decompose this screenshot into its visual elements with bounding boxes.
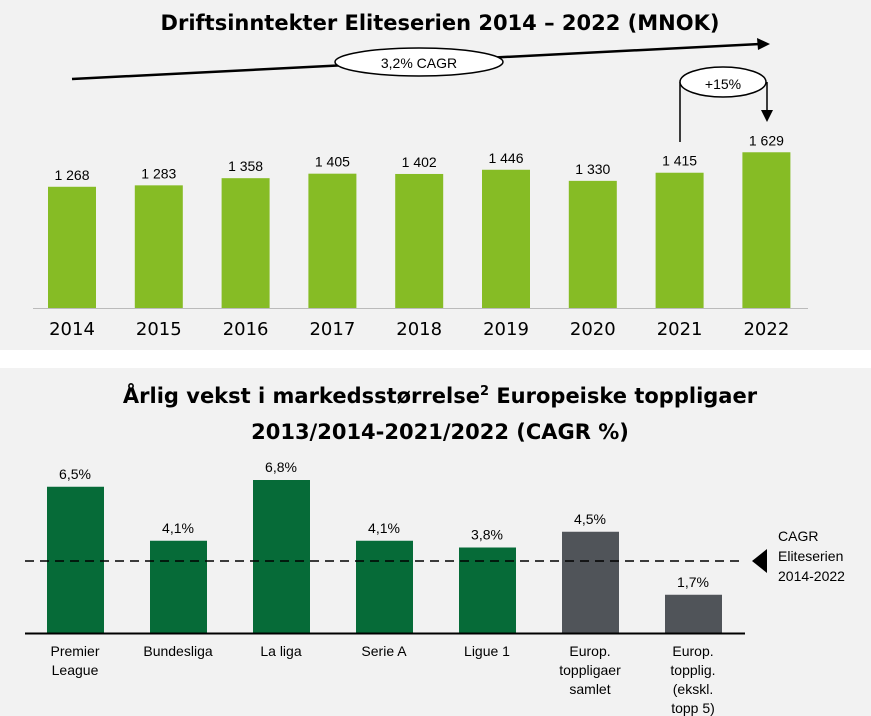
x-tick-europ-topplig-ekskl-topp-5-: Europ. topplig. (ekskl. topp 5) <box>670 643 715 716</box>
reference-label: CAGR Eliteserien 2014-2022 <box>778 528 845 584</box>
value-label-2017: 1 405 <box>315 154 350 170</box>
bar-2016 <box>221 178 270 308</box>
value-label-la-liga: 6,8% <box>265 459 297 475</box>
bar-2021 <box>655 172 704 308</box>
x-tick-2016: 2016 <box>223 319 269 340</box>
x-tick-2015: 2015 <box>136 319 182 340</box>
bar-bundesliga <box>150 540 207 633</box>
value-label-2016: 1 358 <box>228 158 263 174</box>
revenue-chart-panel: Driftsinntekter Eliteserien 2014 – 2022 … <box>0 0 871 350</box>
x-tick-2021: 2021 <box>657 319 703 340</box>
chart-title-line1: Årlig vekst i markedsstørrelse2 Europeis… <box>123 383 758 408</box>
value-label-europ-topplig-ekskl-topp-5-: 1,7% <box>677 574 709 590</box>
value-label-serie-a: 4,1% <box>368 520 400 536</box>
x-tick-2017: 2017 <box>309 319 355 340</box>
bar-2020 <box>568 180 617 308</box>
bar-2015 <box>134 185 183 308</box>
value-label-2014: 1 268 <box>54 167 89 183</box>
value-label-2015: 1 283 <box>141 165 176 181</box>
bar-2018 <box>395 173 444 308</box>
value-label-2018: 1 402 <box>402 154 437 170</box>
value-label-2021: 1 415 <box>662 153 697 169</box>
x-tick-2018: 2018 <box>396 319 442 340</box>
cagr-chart-panel: Årlig vekst i markedsstørrelse2 Europeis… <box>0 368 871 716</box>
growth-annotation: +15% <box>679 66 773 142</box>
x-tick-premier-league: Premier League <box>50 643 99 678</box>
x-tick-2014: 2014 <box>49 319 95 340</box>
bar-2022 <box>742 152 791 308</box>
bar-2017 <box>308 173 357 308</box>
value-label-2022: 1 629 <box>749 132 784 148</box>
bar-serie-a <box>356 540 413 633</box>
value-label-ligue-1: 3,8% <box>471 527 503 543</box>
x-tick-la-liga: La liga <box>260 643 301 659</box>
value-label-premier-league: 6,5% <box>59 466 91 482</box>
chart-title-line2: 2013/2014-2021/2022 (CAGR %) <box>251 420 629 444</box>
x-tick-ligue-1: Ligue 1 <box>464 643 510 659</box>
x-tick-serie-a: Serie A <box>361 643 407 659</box>
cagr-chart: Årlig vekst i markedsstørrelse2 Europeis… <box>25 383 845 716</box>
bar-2014 <box>48 186 96 308</box>
bar-europ-topplig-ekskl-topp-5- <box>665 594 722 633</box>
value-label-2020: 1 330 <box>575 161 610 177</box>
bar-premier-league <box>47 486 104 633</box>
growth-label: +15% <box>705 76 741 92</box>
x-tick-2022: 2022 <box>743 319 789 340</box>
cagr-arrow: 3,2% CAGR <box>71 38 770 81</box>
cagr-label: 3,2% CAGR <box>381 55 457 71</box>
x-tick-europ-toppligaer-samlet: Europ. toppligaer samlet <box>559 643 621 697</box>
bar-2019 <box>482 169 530 308</box>
reference-arrow-icon <box>752 549 767 573</box>
x-tick-bundesliga: Bundesliga <box>143 643 212 659</box>
value-label-bundesliga: 4,1% <box>162 520 194 536</box>
value-label-europ-toppligaer-samlet: 4,5% <box>574 511 606 527</box>
x-tick-2020: 2020 <box>570 319 616 340</box>
bar-europ-toppligaer-samlet <box>562 531 619 633</box>
chart-title: Driftsinntekter Eliteserien 2014 – 2022 … <box>161 11 720 35</box>
bar-la-liga <box>253 480 310 633</box>
x-tick-2019: 2019 <box>483 319 529 340</box>
revenue-chart: Driftsinntekter Eliteserien 2014 – 2022 … <box>33 11 808 340</box>
value-label-2019: 1 446 <box>488 150 523 166</box>
